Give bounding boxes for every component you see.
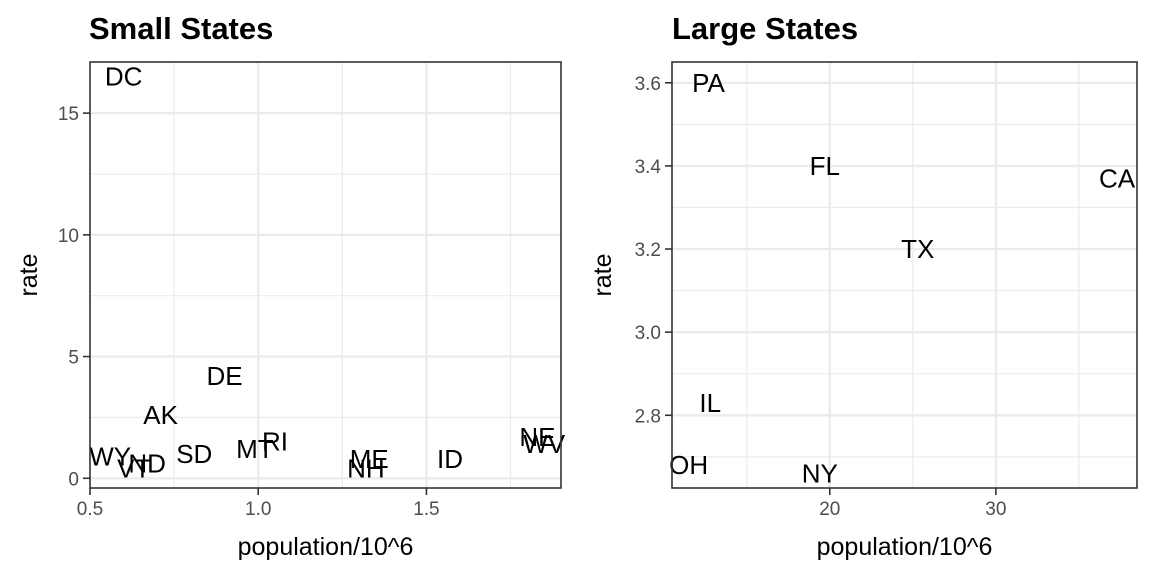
panel-2-point-label-tx: TX [901, 234, 934, 264]
panel-2-y-tick-label: 3.6 [635, 74, 661, 95]
panel-1-y-tick-label: 5 [68, 348, 79, 369]
panel-2-point-label-ca: CA [1099, 163, 1136, 193]
panel-2-y-axis-title: rate [589, 253, 617, 296]
panel-2-y-tick-label: 3.2 [635, 240, 661, 261]
panel-2-chart-title: Large States [672, 11, 858, 46]
panel-1-x-tick-label: 0.5 [77, 499, 103, 520]
panel-1-point-label-vt: VT [117, 454, 150, 484]
panel-2-point-label-oh: OH [669, 450, 708, 480]
panel-1-x-axis-title: population/10^6 [238, 533, 414, 561]
panel-1-point-label-nh: NH [347, 454, 385, 484]
panel-2-point-label-fl: FL [810, 151, 840, 181]
panel-2-point-label-ny: NY [802, 458, 838, 488]
panel-2-y-tick-label: 3.0 [635, 323, 661, 344]
panel-1-panel-border [89, 61, 562, 489]
panel-2-y-tick-label: 3.4 [635, 157, 662, 178]
panel-2-panel-border [671, 61, 1138, 489]
panel-1-point-label-me: ME [350, 444, 389, 474]
panel-2-plot-background [672, 62, 1137, 488]
panel-1-point-label-wy: WY [89, 441, 131, 471]
panel-1-x-tick-label: 1.0 [245, 499, 271, 520]
panel-2-y-tick-label: 2.8 [635, 406, 661, 427]
panel-1-point-label-id: ID [437, 444, 463, 474]
panel-2-x-tick-label: 20 [819, 499, 840, 520]
panel-1-y-tick-label: 10 [58, 226, 79, 247]
panel-1-y-tick-label: 15 [58, 104, 79, 125]
panel-2-x-axis-title: population/10^6 [817, 533, 993, 561]
panel-1-y-axis-title: rate [15, 253, 43, 296]
panel-1-x-tick-label: 1.5 [413, 499, 439, 520]
panel-1-point-label-nd: ND [128, 449, 166, 479]
panel-1-chart-title: Small States [89, 11, 273, 46]
panel-1-y-tick-label: 0 [68, 469, 79, 490]
panel-2-point-label-il: IL [699, 388, 721, 418]
panel-1-point-label-sd: SD [176, 439, 212, 469]
panel-2-point-label-pa: PA [692, 68, 725, 98]
panel-1-point-label-wv: WV [523, 429, 566, 459]
panel-1-point-label-dc: DC [105, 62, 143, 92]
panel-1-point-label-mt: MT [236, 434, 274, 464]
panel-1-point-label-de: DE [207, 361, 243, 391]
panel-1-point-label-ri: RI [262, 427, 288, 457]
panel-1-point-label-ne: NE [519, 422, 555, 452]
panel-2-x-tick-label: 30 [985, 499, 1006, 520]
panel-1-point-label-ak: AK [143, 400, 178, 430]
